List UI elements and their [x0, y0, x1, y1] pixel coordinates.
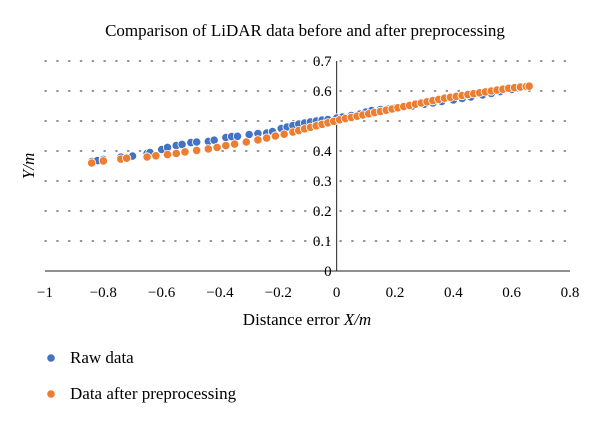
- data-point: [203, 144, 213, 154]
- y-tick-label: 0.3: [313, 174, 332, 190]
- y-tick-label: 0: [324, 264, 332, 280]
- legend-label: Raw data: [70, 348, 134, 367]
- x-tick-label: −1: [37, 285, 53, 301]
- x-axis-label-variable: X/m: [343, 310, 371, 329]
- data-point: [87, 158, 97, 168]
- y-tick-label: 0.2: [313, 204, 332, 220]
- y-tick-labels: 00.10.20.30.40.50.60.7: [313, 54, 332, 280]
- data-point: [229, 139, 240, 149]
- y-axis-label: Y/m: [19, 153, 38, 179]
- data-point: [524, 81, 534, 91]
- data-point: [212, 142, 222, 152]
- x-tick-label: 0.8: [561, 285, 580, 301]
- x-tick-label: 0.6: [502, 285, 521, 301]
- y-tick-label: 0.1: [313, 234, 332, 250]
- legend: Raw data Data after preprocessing: [46, 348, 237, 403]
- data-point: [192, 137, 202, 147]
- data-point: [232, 131, 243, 141]
- axes: [45, 61, 570, 272]
- x-tick-label: 0: [333, 285, 341, 301]
- data-point: [253, 135, 263, 145]
- x-tick-label: −0.8: [90, 285, 117, 301]
- y-tick-label: 0.6: [313, 84, 332, 100]
- data-point: [151, 151, 161, 161]
- data-point: [98, 156, 108, 166]
- data-points: [87, 81, 534, 168]
- data-point: [142, 152, 152, 162]
- data-point: [221, 141, 231, 151]
- x-tick-label: −0.2: [265, 285, 292, 301]
- data-point: [241, 137, 251, 147]
- x-axis-label-prefix: Distance error: [243, 310, 344, 329]
- data-point: [180, 147, 190, 157]
- x-tick-label: −0.6: [148, 285, 176, 301]
- x-tick-label: 0.4: [444, 285, 463, 301]
- data-point: [262, 133, 272, 143]
- legend-label: Data after preprocessing: [70, 384, 237, 403]
- x-tick-labels: −1 −0.8 −0.6 −0.4 −0.2 0 0.2 0.4 0.6 0.8: [37, 285, 579, 301]
- legend-marker: [46, 389, 56, 399]
- data-point: [279, 129, 289, 139]
- data-point: [122, 153, 132, 163]
- chart-title: Comparison of LiDAR data before and afte…: [105, 21, 505, 40]
- data-point: [162, 150, 173, 160]
- legend-marker: [46, 353, 56, 363]
- x-tick-label: 0.2: [386, 285, 405, 301]
- x-axis-label: Distance error X/m: [243, 310, 371, 329]
- data-point: [270, 131, 281, 141]
- series-preprocessed-data: [87, 81, 534, 168]
- y-tick-label: 0.7: [313, 54, 332, 70]
- y-tick-label: 0.4: [313, 144, 332, 160]
- x-tick-label: −0.4: [206, 285, 234, 301]
- data-point: [192, 145, 202, 155]
- data-point: [171, 148, 181, 158]
